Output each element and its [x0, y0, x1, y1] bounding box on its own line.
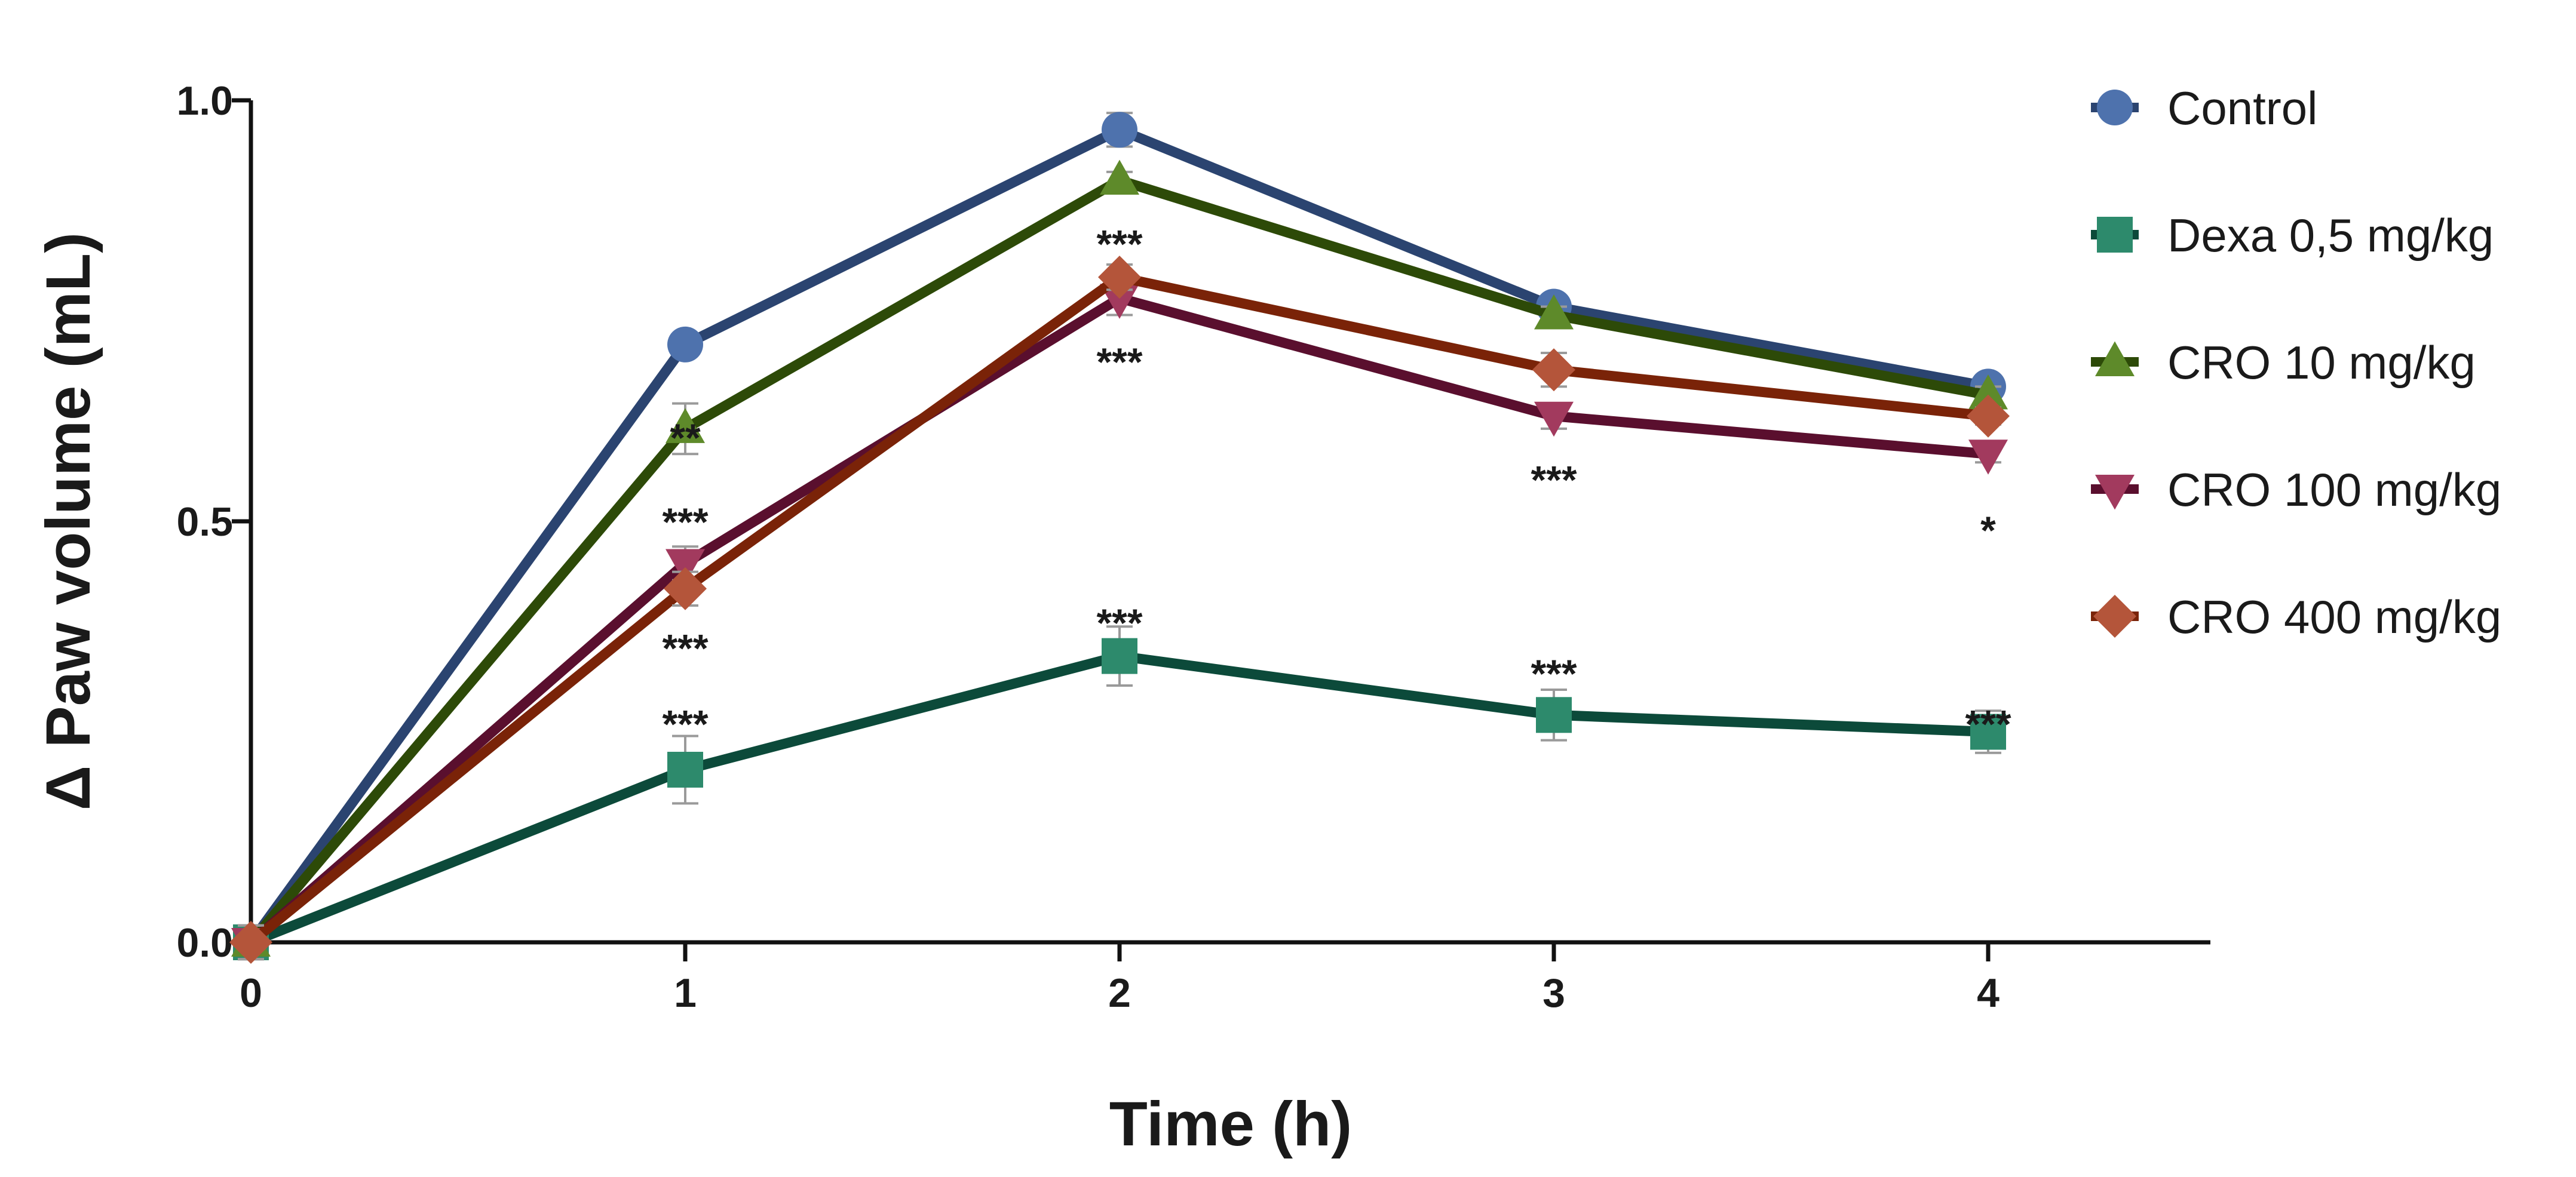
- significance-label: ***: [1965, 702, 2011, 746]
- data-point: [1968, 440, 2008, 475]
- data-point: [1100, 159, 1139, 195]
- y-tick-label: 1.0: [176, 78, 233, 124]
- legend-marker: [2097, 217, 2133, 253]
- significance-label: ***: [662, 702, 708, 746]
- series-cro-400-mg-kg: [229, 256, 2010, 964]
- data-point: [666, 408, 705, 443]
- legend-marker: [2095, 475, 2135, 510]
- significance-label: ***: [1096, 340, 1142, 384]
- significance-label: ***: [1531, 652, 1577, 696]
- significance-label: ***: [662, 626, 708, 671]
- significance-label: ***: [1096, 222, 1142, 266]
- x-tick-label: 0: [240, 970, 262, 1016]
- series-cro-10-mg-kg: [231, 159, 2008, 961]
- data-point: [666, 549, 705, 584]
- data-point: [1534, 401, 1574, 437]
- series-line: [249, 651, 1989, 947]
- y-axis-title: Δ Paw volume (mL): [33, 232, 103, 810]
- significance-label: ***: [1531, 458, 1577, 502]
- data-point: [664, 567, 707, 610]
- x-tick-label: 1: [674, 970, 697, 1016]
- data-point: [1100, 284, 1139, 319]
- legend-label: CRO 400 mg/kg: [2167, 591, 2501, 643]
- data-point: [229, 921, 272, 964]
- x-tick-label: 3: [1542, 970, 1565, 1016]
- significance-label: *: [1980, 508, 1996, 552]
- y-tick-label: 0.5: [176, 499, 233, 545]
- significance-label: ***: [662, 500, 708, 544]
- x-tick-label: 2: [1108, 970, 1131, 1016]
- annotations-group: ******************************: [662, 222, 2011, 746]
- data-point: [1102, 112, 1137, 148]
- series-group: [229, 112, 2010, 964]
- data-point: [667, 326, 703, 362]
- legend-marker: [2097, 90, 2133, 125]
- data-point: [1970, 714, 2006, 750]
- legend-marker: [2095, 341, 2135, 376]
- series-dexa-0-5-mg-kg: [233, 625, 2006, 961]
- data-point: [1967, 394, 2010, 438]
- data-point: [1534, 294, 1574, 330]
- ticks: 0 1 2 3 4 0.0 0.5 1.0: [176, 78, 2000, 1016]
- data-point: [667, 751, 703, 788]
- legend-label: CRO 100 mg/kg: [2167, 463, 2501, 516]
- x-axis-title: Time (h): [1109, 1089, 1352, 1159]
- axes: [249, 100, 2210, 945]
- data-point: [1968, 374, 2008, 410]
- data-point: [1098, 256, 1141, 299]
- legend-label: Control: [2167, 82, 2317, 134]
- significance-label: **: [670, 416, 701, 460]
- legend: Control Dexa 0,5 mg/kg CRO 10 mg/kg CRO 100…: [2091, 82, 2501, 643]
- y-tick-label: 0.0: [176, 920, 233, 966]
- legend-marker: [2093, 595, 2136, 638]
- data-point: [1532, 348, 1575, 392]
- legend-label: Dexa 0,5 mg/kg: [2167, 209, 2494, 262]
- x-tick-label: 4: [1977, 970, 2000, 1016]
- data-point: [1536, 697, 1572, 733]
- legend-label: CRO 10 mg/kg: [2167, 336, 2476, 389]
- data-point: [1102, 638, 1137, 674]
- significance-label: ***: [1096, 601, 1142, 645]
